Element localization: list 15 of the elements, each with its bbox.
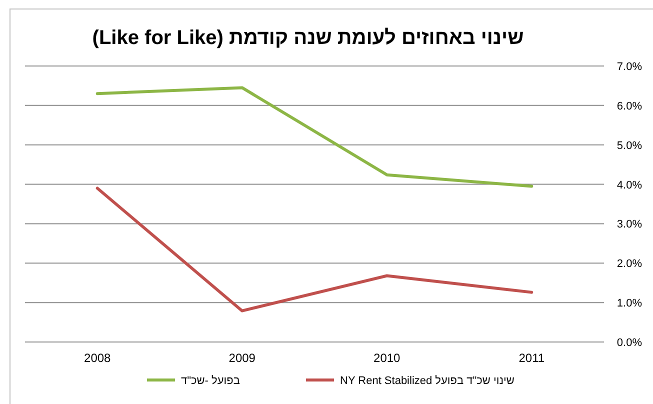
xtick: 2008 [84, 351, 111, 365]
xtick: 2009 [228, 351, 256, 365]
ytick: 6.0% [616, 100, 642, 112]
legend-label: בפועל -שכ"ד [181, 375, 240, 387]
legend-label: שינוי שכ"ד בפועל NY Rent Stabilized [340, 375, 514, 387]
xtick: 2010 [374, 351, 400, 365]
ytick: 5.0% [616, 140, 642, 152]
xtick: 2011 [518, 351, 545, 365]
title: שינוי באחוזים לעומת שנה קודמת (Like for Like) [92, 27, 524, 49]
ytick: 3.0% [616, 218, 642, 231]
ytick: 1.0% [616, 298, 642, 310]
ytick: 0.0% [616, 337, 642, 349]
ytick: 4.0% [616, 179, 642, 192]
ytick: 2.0% [616, 258, 642, 270]
ytick: 7.0% [616, 61, 642, 73]
